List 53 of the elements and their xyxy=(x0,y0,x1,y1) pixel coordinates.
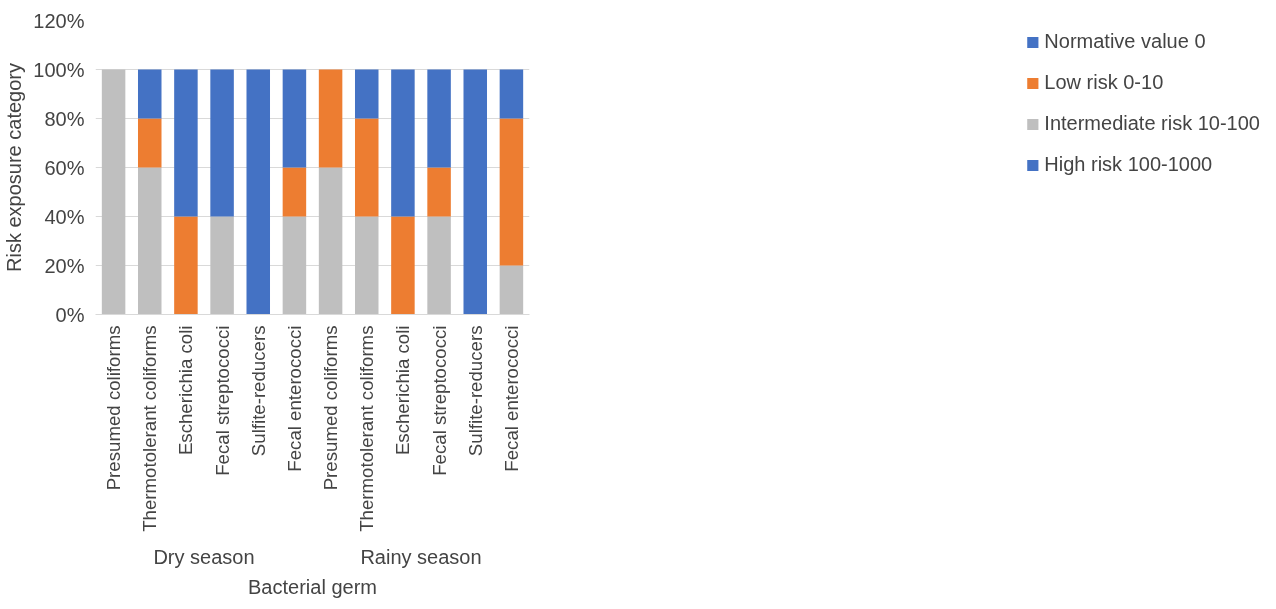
y-tick-label: 80% xyxy=(44,107,85,130)
y-axis-title: Risk exposure category xyxy=(3,63,26,272)
y-tick-label: 20% xyxy=(44,254,85,277)
bar xyxy=(282,69,307,168)
y-tick-label: 100% xyxy=(33,58,85,81)
bar xyxy=(138,69,162,119)
text: Dry season xyxy=(153,545,255,568)
x-tick-label: Presumed coliforms xyxy=(320,325,342,491)
bar xyxy=(174,216,198,315)
bar xyxy=(391,69,415,217)
bar xyxy=(355,216,379,315)
x-tick-label: Fecal enterococci xyxy=(500,325,522,472)
x-tick-label: Sulfite-reducers xyxy=(247,325,269,457)
x-tick-label: Fecal enterococci xyxy=(283,325,305,472)
bar xyxy=(318,69,343,168)
x-tick-label: Sulfite-reducers xyxy=(464,325,486,457)
bar xyxy=(499,118,524,266)
bar xyxy=(355,69,379,119)
y-tick-label: 40% xyxy=(44,205,85,228)
x-tick-label: Fecal streptococci xyxy=(428,325,450,476)
y-tick-label: 0% xyxy=(55,303,85,326)
x-tick-label: Thermotolerant coliforms xyxy=(356,325,378,532)
x-tick-label: Escherichia coli xyxy=(392,325,414,456)
bar xyxy=(355,118,379,217)
legend-label: Normative value 0 xyxy=(1044,30,1206,53)
bar xyxy=(427,69,451,168)
bar xyxy=(282,167,307,217)
bar xyxy=(138,118,162,168)
legend-label: Low risk 0-10 xyxy=(1044,71,1164,94)
bar xyxy=(101,69,126,315)
legend-label: High risk 100-1000 xyxy=(1044,153,1213,176)
x-tick-label: Presumed coliforms xyxy=(103,325,125,491)
x-axis-title: Bacterial germ xyxy=(248,575,377,598)
bar xyxy=(174,69,198,217)
bar xyxy=(427,216,451,315)
x-tick-label: Thermotolerant coliforms xyxy=(139,325,161,532)
bar xyxy=(210,216,234,315)
bar xyxy=(499,265,524,315)
bar xyxy=(427,167,451,217)
bar xyxy=(282,216,307,315)
bar xyxy=(318,167,343,315)
y-tick-label: 60% xyxy=(44,156,85,179)
bar xyxy=(138,167,162,315)
text: Rainy season xyxy=(360,545,482,568)
bar xyxy=(391,216,415,315)
x-tick-label: Escherichia coli xyxy=(175,325,197,456)
bar xyxy=(246,69,270,315)
x-tick-label: Fecal streptococci xyxy=(211,325,233,476)
bar xyxy=(463,69,487,315)
bar xyxy=(499,69,524,119)
legend-label: Intermediate risk 10-100 xyxy=(1044,112,1260,135)
y-tick-label: 120% xyxy=(33,9,85,32)
bar xyxy=(210,69,234,217)
